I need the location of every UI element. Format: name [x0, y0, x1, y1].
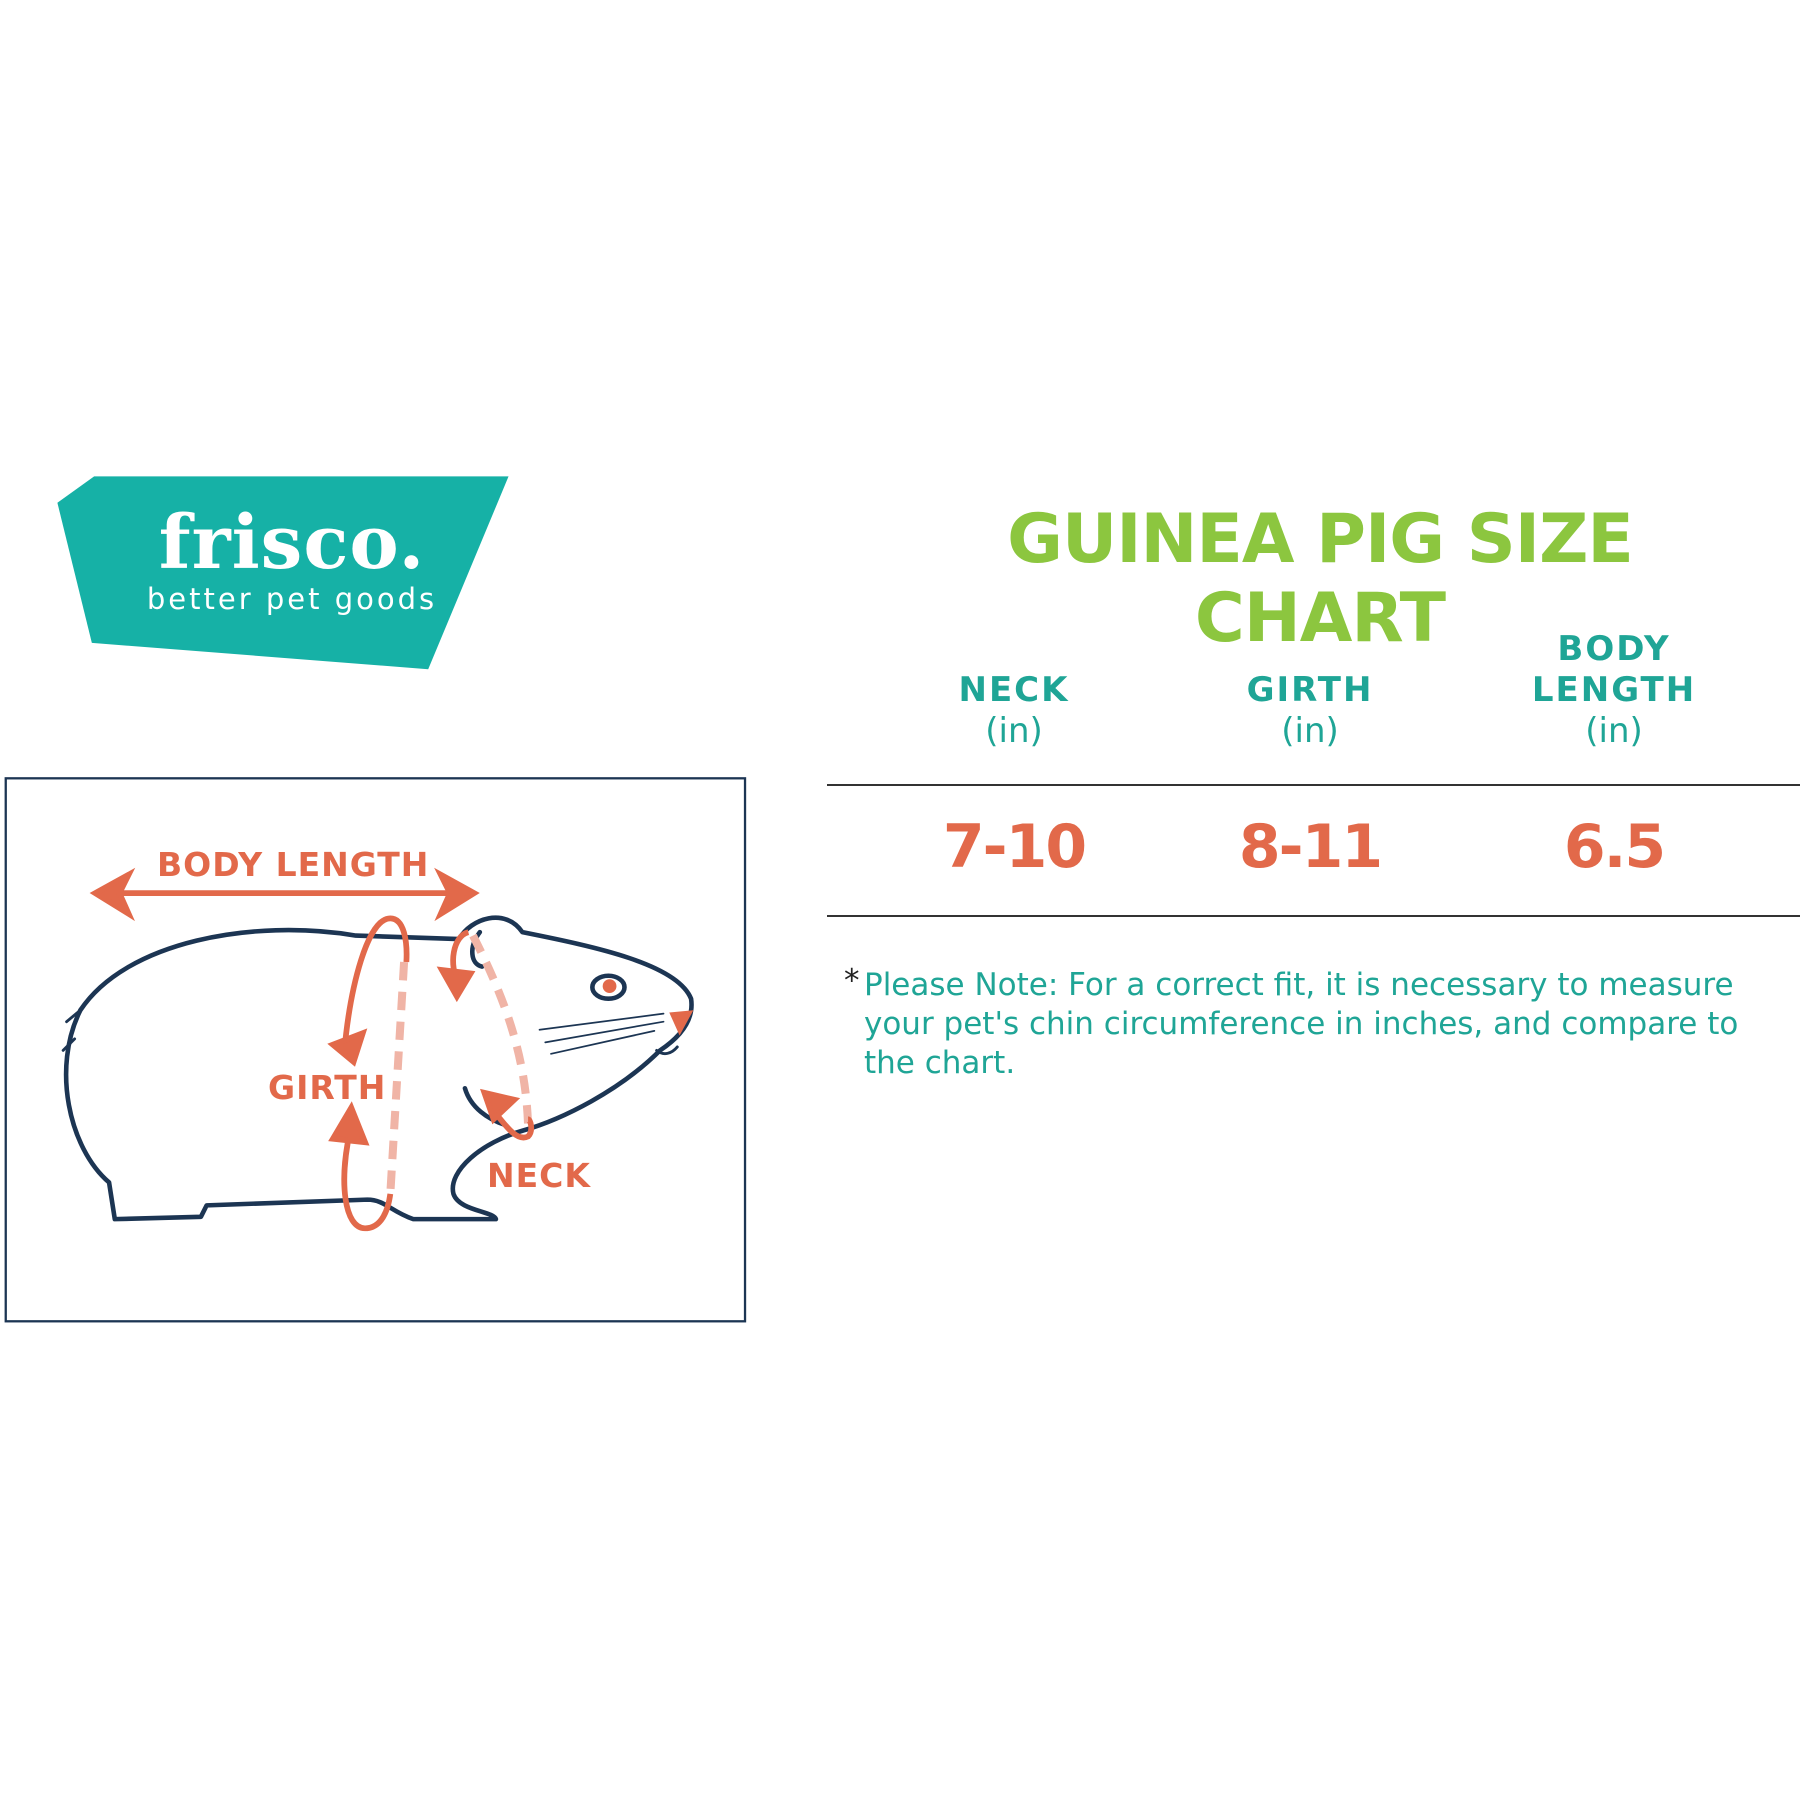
girth-arrow-top	[341, 915, 410, 1051]
girth-dash	[386, 961, 409, 1195]
label-girth: GIRTH	[268, 1068, 387, 1107]
column-header-body-length: BODY LENGTH (in)	[1464, 629, 1764, 752]
value-neck: 7-10	[942, 812, 1087, 882]
label-body-length: BODY LENGTH	[157, 845, 430, 884]
header-unit: (in)	[1281, 711, 1339, 751]
asterisk: *	[844, 963, 860, 999]
neck-arrow-bottom	[489, 1105, 535, 1141]
header-name: NECK	[958, 670, 1070, 710]
table-divider-bottom	[827, 915, 1800, 917]
label-neck: NECK	[487, 1156, 591, 1195]
logo-badge	[57, 476, 509, 670]
page-title: GUINEA PIG SIZE CHART	[1007, 500, 1634, 658]
table-divider-top	[827, 784, 1800, 786]
column-header-girth: GIRTH (in)	[1160, 670, 1460, 752]
diagram-frame	[4, 777, 747, 1323]
brand-tagline: better pet goods	[146, 582, 438, 616]
header-name-line2: LENGTH	[1531, 670, 1697, 710]
value-body-length: 6.5	[1563, 812, 1666, 882]
girth-arrow-bottom	[341, 1130, 394, 1232]
measure-guides	[89, 867, 535, 1232]
neck-dash	[469, 933, 533, 1126]
fit-note: * Please Note: For a correct fit, it is …	[844, 963, 1744, 1083]
brand-logo: frisco.	[158, 500, 426, 586]
arrow-right-icon	[434, 867, 480, 922]
arrow-left-icon	[89, 867, 136, 922]
header-unit: (in)	[1585, 711, 1643, 751]
header-unit: (in)	[985, 711, 1043, 751]
guinea-pig-illustration	[61, 915, 694, 1222]
value-girth: 8-11	[1238, 812, 1383, 882]
header-name: GIRTH	[1246, 670, 1374, 710]
column-header-neck: NECK (in)	[864, 670, 1164, 752]
header-name: BODY	[1557, 629, 1671, 669]
note-text: Please Note: For a correct fit, it is ne…	[864, 967, 1739, 1081]
